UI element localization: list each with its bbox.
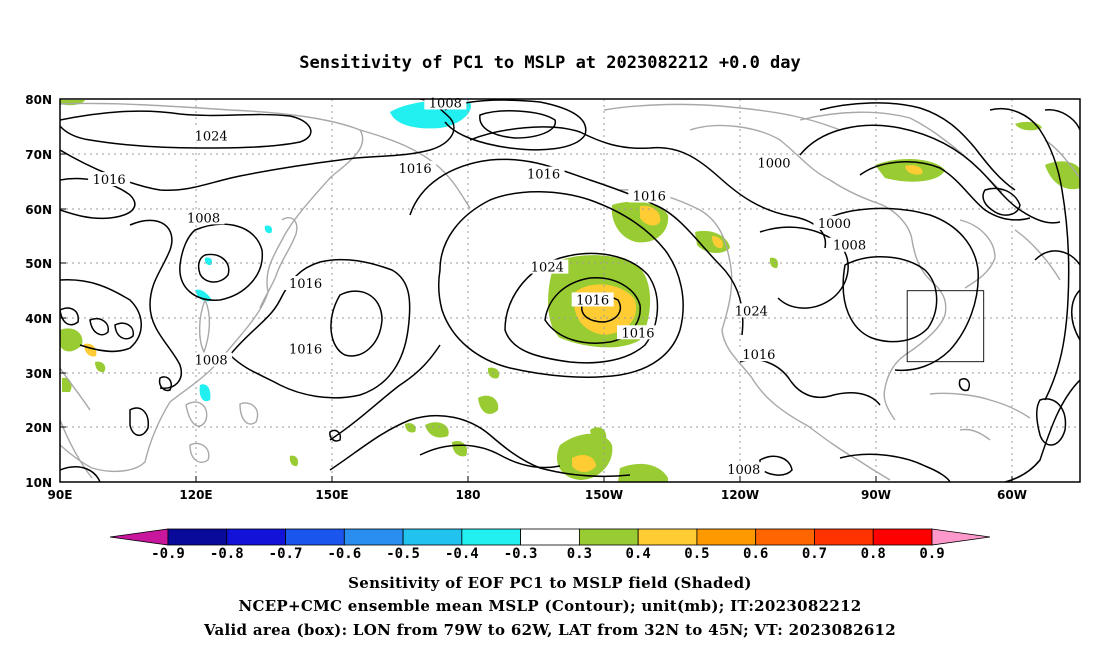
- lat-label: 20N: [25, 421, 52, 435]
- colorbar-swatch: [402, 528, 463, 546]
- contour-label-bg: [284, 276, 327, 291]
- colorbar-label: -0.4: [445, 546, 479, 562]
- colorbar-label: 0.9: [919, 546, 944, 562]
- colorbar-swatch: [578, 528, 639, 546]
- lat-labels: 80N 70N 60N 50N 40N 30N 20N 10N: [25, 93, 52, 490]
- lon-labels: 90E 120E 150E 180 150W 120W 90W 60W: [48, 488, 1027, 502]
- contour-label: 1016: [289, 343, 322, 358]
- contour-label: 1016: [399, 162, 432, 177]
- colorbar-label: -0.9: [151, 546, 185, 562]
- colorbar-swatch: [226, 528, 286, 546]
- colorbar-low-triangle: [109, 528, 169, 546]
- contour-label: 1016: [93, 173, 126, 188]
- caption-line-3: Valid area (box): LON from 79W to 62W, L…: [203, 621, 896, 639]
- colorbar-label: 0.3: [567, 546, 592, 562]
- lat-label: 50N: [25, 257, 52, 271]
- contour-label: 1008: [429, 96, 462, 111]
- colorbar-label: -0.5: [386, 546, 420, 562]
- contour-label: 1016: [289, 277, 322, 292]
- contour-label: 1016: [527, 168, 560, 183]
- contour-labels: 1024 1008 1016 1016 1016 1016 1000 1000 1008 1008…: [88, 95, 871, 478]
- contour-label-bg: [753, 155, 795, 170]
- valid-area-box: [906, 290, 985, 363]
- colorbar-swatch: [696, 528, 757, 546]
- colorbar-labels: -0.9 -0.8 -0.7 -0.6 -0.5 -0.4 -0.3 0.3 0.4 0.5 0.6…: [151, 546, 945, 562]
- contour-label-bg: [617, 325, 659, 340]
- contour-label: 1016: [742, 348, 775, 363]
- contour-label-bg: [813, 215, 856, 230]
- colorbar-label: 0.5: [684, 546, 709, 562]
- colorbar-swatch: [755, 528, 815, 546]
- colorbar-swatch: [167, 528, 228, 546]
- lat-label: 30N: [25, 367, 52, 381]
- lat-label: 80N: [25, 93, 52, 107]
- colorbar-label: -0.6: [327, 546, 361, 562]
- mslp-contours: [60, 99, 1080, 482]
- lat-label: 60N: [25, 203, 52, 217]
- contour-label-bg: [190, 352, 233, 367]
- colorbar-swatch: [637, 528, 698, 546]
- lon-label: 90E: [48, 488, 73, 502]
- contour-label-bg: [190, 128, 233, 143]
- lon-label: 180: [455, 488, 480, 502]
- colorbar: [109, 528, 991, 546]
- contour-label: 1024: [531, 261, 564, 276]
- map-title: Sensitivity of PC1 to MSLP at 2023082212…: [299, 53, 801, 73]
- lon-label: 150E: [315, 488, 348, 502]
- contour-label-bg: [730, 303, 773, 318]
- contour-label-bg: [88, 172, 131, 187]
- contour-label-bg: [526, 259, 569, 274]
- contour-label-bg: [628, 188, 671, 203]
- contour-label-bg: [571, 292, 614, 307]
- colorbar-swatch: [285, 528, 345, 546]
- colorbar-high-triangle: [931, 528, 991, 546]
- lat-label: 40N: [25, 312, 52, 326]
- contour-label-bg: [182, 210, 225, 225]
- contour-label: 1008: [833, 239, 866, 254]
- contour-label: 1016: [576, 293, 609, 308]
- colorbar-label: -0.8: [210, 546, 244, 562]
- lon-label: 120E: [179, 488, 212, 502]
- colorbar-label: 0.4: [626, 546, 651, 562]
- lon-label: 150W: [585, 488, 623, 502]
- contour-label-bg: [522, 166, 565, 181]
- caption-line-1: Sensitivity of EOF PC1 to MSLP field (Sh…: [348, 574, 752, 592]
- contour-label-bg: [737, 347, 780, 362]
- colorbar-swatch: [461, 528, 522, 546]
- lon-label: 60W: [997, 488, 1027, 502]
- lon-label: 120W: [721, 488, 759, 502]
- colorbar-swatch: [872, 528, 933, 546]
- coastlines: [60, 102, 1080, 481]
- colorbar-label: 0.8: [861, 546, 886, 562]
- colorbar-label: -0.7: [269, 546, 303, 562]
- contour-label-bg: [828, 237, 871, 252]
- lat-label: 70N: [25, 148, 52, 162]
- axis-ticks: [60, 153, 1013, 482]
- colorbar-swatch: [814, 528, 874, 546]
- contour-label-bg: [284, 341, 327, 356]
- colorbar-label: -0.3: [504, 546, 538, 562]
- contour-label-bg: [722, 462, 765, 477]
- contour-label: 1000: [818, 217, 851, 232]
- contour-label: 1016: [633, 189, 666, 204]
- contour-label: 1008: [727, 463, 760, 478]
- sensitivity-shading: [60, 100, 1080, 482]
- lat-label: 10N: [25, 476, 52, 490]
- contour-label: 1008: [187, 211, 220, 226]
- contour-label: 1000: [757, 157, 790, 172]
- colorbar-label: 0.6: [743, 546, 768, 562]
- contour-label: 1016: [621, 326, 654, 341]
- colorbar-label: 0.7: [802, 546, 827, 562]
- contour-label: 1024: [735, 304, 768, 319]
- contour-label: 1024: [195, 129, 228, 144]
- colorbar-swatch: [520, 528, 580, 546]
- lat-lon-grid: [60, 99, 1080, 482]
- caption-line-2: NCEP+CMC ensemble mean MSLP (Contour); u…: [238, 597, 861, 615]
- lon-label: 90W: [861, 488, 891, 502]
- contour-label: 1008: [195, 354, 228, 369]
- contour-label-bg: [394, 161, 437, 176]
- map-frame: [59, 98, 1081, 483]
- colorbar-swatch: [343, 528, 404, 546]
